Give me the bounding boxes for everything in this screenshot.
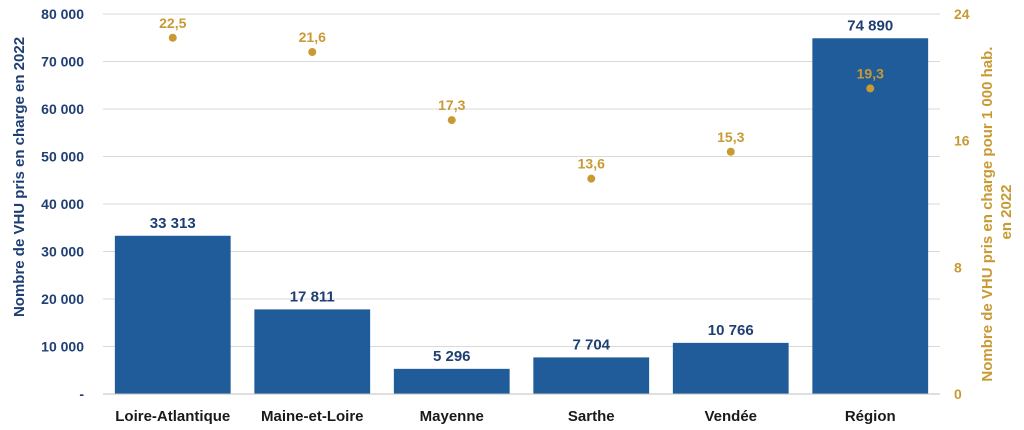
dot-value-label: 13,6 (578, 156, 605, 172)
bar (533, 357, 650, 394)
dot (308, 48, 317, 56)
left-tick-label: 80 000 (41, 6, 84, 22)
bar-value-label: 7 704 (572, 336, 610, 353)
bar-value-label: 74 890 (847, 17, 893, 34)
y-axis-title-right: Nombre de VHU pris en charge pour 1 000 … (979, 42, 1015, 381)
right-tick-label: 24 (954, 6, 970, 22)
left-tick-label: 60 000 (41, 101, 84, 117)
category-labels: Loire-Atlantique Maine-et-Loire Mayenne Sar… (115, 408, 895, 425)
category-label: Sarthe (568, 408, 615, 425)
bar (114, 235, 231, 394)
y-axis-title-right-line-1: Nombre de VHU pris en charge pour 1 000 … (979, 47, 996, 382)
dot (866, 84, 875, 93)
bar-value-label: 5 296 (433, 348, 471, 365)
left-tick-label: 10 000 (41, 339, 84, 355)
dot-value-labels: 22,5 21,6 17,3 13,6 15,3 19,3 (159, 15, 884, 172)
dot-value-label: 17,3 (438, 97, 465, 113)
dot (587, 174, 596, 183)
bar-value-label: 17 811 (290, 288, 335, 305)
bar-series (114, 38, 929, 395)
dot (726, 147, 735, 156)
left-tick-label: 30 000 (41, 244, 84, 260)
dot-value-label: 19,3 (857, 65, 884, 81)
bar (812, 38, 929, 395)
left-tick-label: - (79, 386, 84, 402)
gridlines (103, 13, 940, 347)
y-axis-title-left: Nombre de VHU pris en charge en 2022 (11, 37, 28, 317)
dot (447, 116, 456, 125)
right-tick-label: 0 (954, 386, 962, 402)
bar (393, 368, 510, 394)
bar-value-label: 10 766 (708, 322, 754, 339)
bar (254, 309, 371, 394)
left-tick-label: 40 000 (41, 196, 84, 212)
bar-value-label: 33 313 (150, 215, 196, 232)
dot-value-label: 15,3 (717, 129, 744, 145)
y-axis-title-right-line-2: en 2022 (998, 184, 1015, 239)
left-tick-label: 20 000 (41, 291, 84, 307)
dot-value-label: 22,5 (159, 15, 186, 31)
dot-value-label: 21,6 (299, 29, 326, 45)
dot-series (168, 33, 875, 183)
category-label: Région (845, 408, 896, 425)
category-label: Vendée (704, 408, 757, 425)
category-label: Mayenne (420, 408, 484, 425)
bar-value-labels: 33 313 17 811 5 296 7 704 10 766 74 890 (150, 17, 893, 365)
right-axis-ticks: 0 8 16 24 (954, 6, 970, 402)
right-tick-label: 16 (954, 133, 970, 149)
category-label: Loire-Atlantique (115, 408, 230, 425)
dot (168, 33, 177, 42)
category-label: Maine-et-Loire (261, 408, 364, 425)
left-tick-label: 70 000 (41, 54, 84, 70)
bar (672, 342, 789, 394)
left-tick-label: 50 000 (41, 149, 84, 165)
left-axis-ticks: - 10 000 20 000 30 000 40 000 50 000 60 000 70 … (41, 6, 84, 402)
right-tick-label: 8 (954, 259, 962, 275)
